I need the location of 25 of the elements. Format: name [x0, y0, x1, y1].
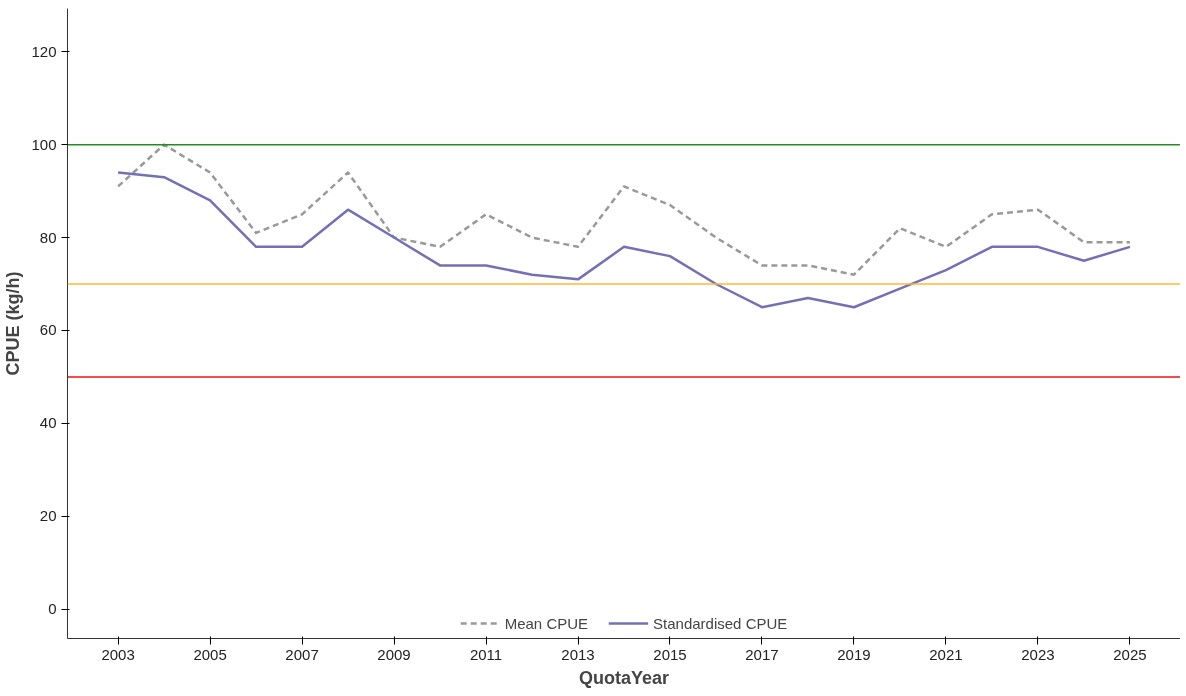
x-axis-title: QuotaYear — [578, 667, 670, 688]
y-tick-label: 80 — [39, 228, 57, 246]
x-tick-label: 2003 — [101, 645, 135, 663]
y-tick-label: 40 — [39, 414, 57, 432]
line-series — [116, 143, 1132, 276]
legend-label: Standardised CPUE — [653, 614, 788, 632]
y-tick-label: 20 — [39, 507, 57, 525]
y-tick-label: 60 — [39, 321, 57, 339]
x-tick-label: 2013 — [561, 645, 595, 663]
line-series — [116, 171, 1132, 309]
y-tick-label: 0 — [48, 600, 57, 618]
x-tick-label: 2023 — [1021, 645, 1055, 663]
x-tick-label: 2007 — [285, 645, 319, 663]
x-tick-label: 2021 — [929, 645, 963, 663]
x-tick-label: 2009 — [377, 645, 411, 663]
x-tick-label: 2019 — [837, 645, 871, 663]
x-tick-label: 2005 — [193, 645, 227, 663]
y-tick-label: 100 — [31, 135, 57, 153]
x-tick-label: 2017 — [745, 645, 779, 663]
legend-label: Mean CPUE — [504, 614, 589, 632]
x-tick-label: 2015 — [653, 645, 687, 663]
x-tick-label: 2011 — [469, 645, 503, 663]
y-axis-title: CPUE (kg/h) — [3, 271, 24, 376]
y-tick-label: 120 — [31, 42, 57, 60]
x-tick-label: 2025 — [1113, 645, 1147, 663]
